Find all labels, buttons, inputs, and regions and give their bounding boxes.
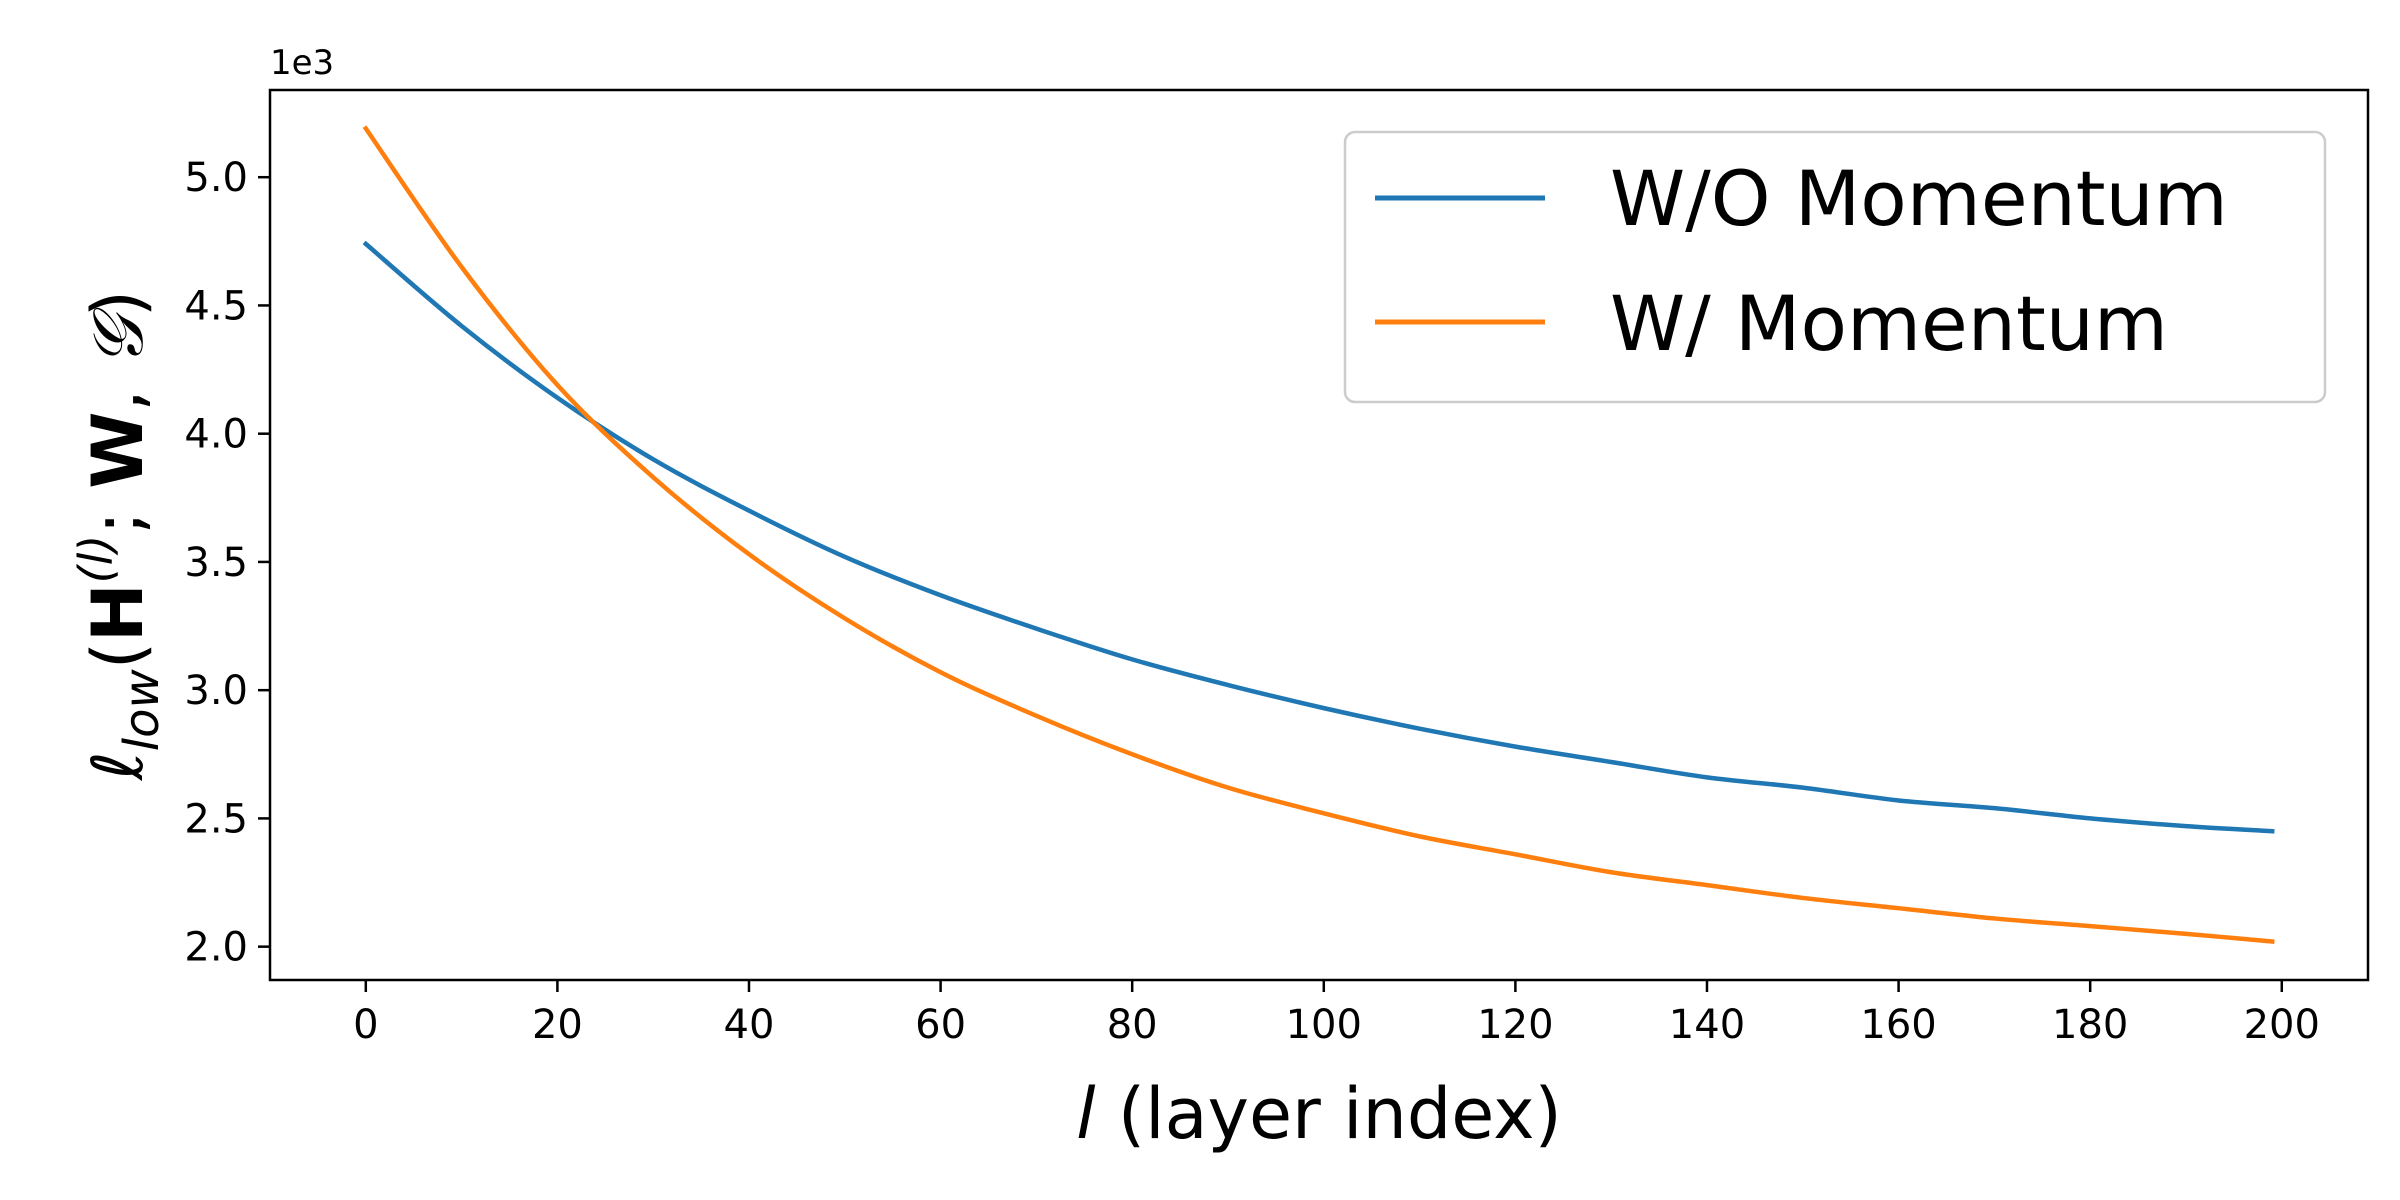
x-tick-label: 200 — [2244, 1002, 2320, 1048]
y-label-comma: , — [77, 389, 159, 411]
x-axis-label-text: (layer index) — [1118, 1073, 1562, 1155]
legend-label-wo-momentum: W/O Momentum — [1610, 154, 2228, 243]
y-axis-label: ℓlow(H(l); W, 𝒢) — [69, 290, 170, 781]
x-tick-label: 80 — [1107, 1002, 1158, 1048]
y-axis-ticks: 2.0 2.5 3.0 3.5 4.0 4.5 5.0 — [184, 155, 270, 971]
legend-frame — [1343, 130, 2327, 404]
x-axis-label-var: l — [1076, 1073, 1096, 1155]
x-tick-label: 40 — [724, 1002, 775, 1048]
series-layer — [362, 125, 2275, 944]
y-tick-label: 2.0 — [184, 925, 248, 971]
plot-frame — [268, 88, 2370, 982]
y-label-open: ( — [77, 642, 159, 669]
y-label-sep: ; — [77, 511, 159, 535]
y-tick-label: 3.0 — [184, 668, 248, 714]
y-tick-label: 4.5 — [184, 283, 248, 329]
y-tick-label: 3.5 — [184, 540, 248, 586]
x-tick-label: 140 — [1669, 1002, 1745, 1048]
x-tick-label: 0 — [353, 1002, 378, 1048]
series-line-w-o-momentum — [362, 240, 2275, 834]
y-label-sub: low — [114, 669, 170, 752]
y-tick-label: 4.0 — [184, 412, 248, 458]
y-label-w: W — [77, 412, 159, 489]
x-tick-label: 100 — [1286, 1002, 1362, 1048]
x-tick-label: 160 — [1860, 1002, 1936, 1048]
y-label-ell: ℓ — [77, 751, 159, 781]
y-tick-label: 2.5 — [184, 796, 248, 842]
y-label-h: H — [77, 583, 159, 642]
y-label-sup: (l) — [69, 535, 123, 584]
x-axis-ticks: 0 20 40 60 80 100 120 140 160 180 200 — [353, 980, 2320, 1048]
legend: W/O Momentum W/ Momentum — [1343, 130, 2327, 404]
y-label-close: ) — [77, 290, 159, 317]
x-tick-label: 180 — [2052, 1002, 2128, 1048]
y-tick-label: 5.0 — [184, 155, 248, 201]
legend-label-w-momentum: W/ Momentum — [1610, 279, 2168, 368]
y-offset-label: 1e3 — [270, 43, 334, 83]
x-axis-label: l (layer index) — [1076, 1073, 1562, 1155]
x-tick-label: 60 — [915, 1002, 966, 1048]
series-line-w-momentum — [362, 125, 2275, 944]
x-tick-label: 20 — [532, 1002, 583, 1048]
x-tick-label: 120 — [1477, 1002, 1553, 1048]
